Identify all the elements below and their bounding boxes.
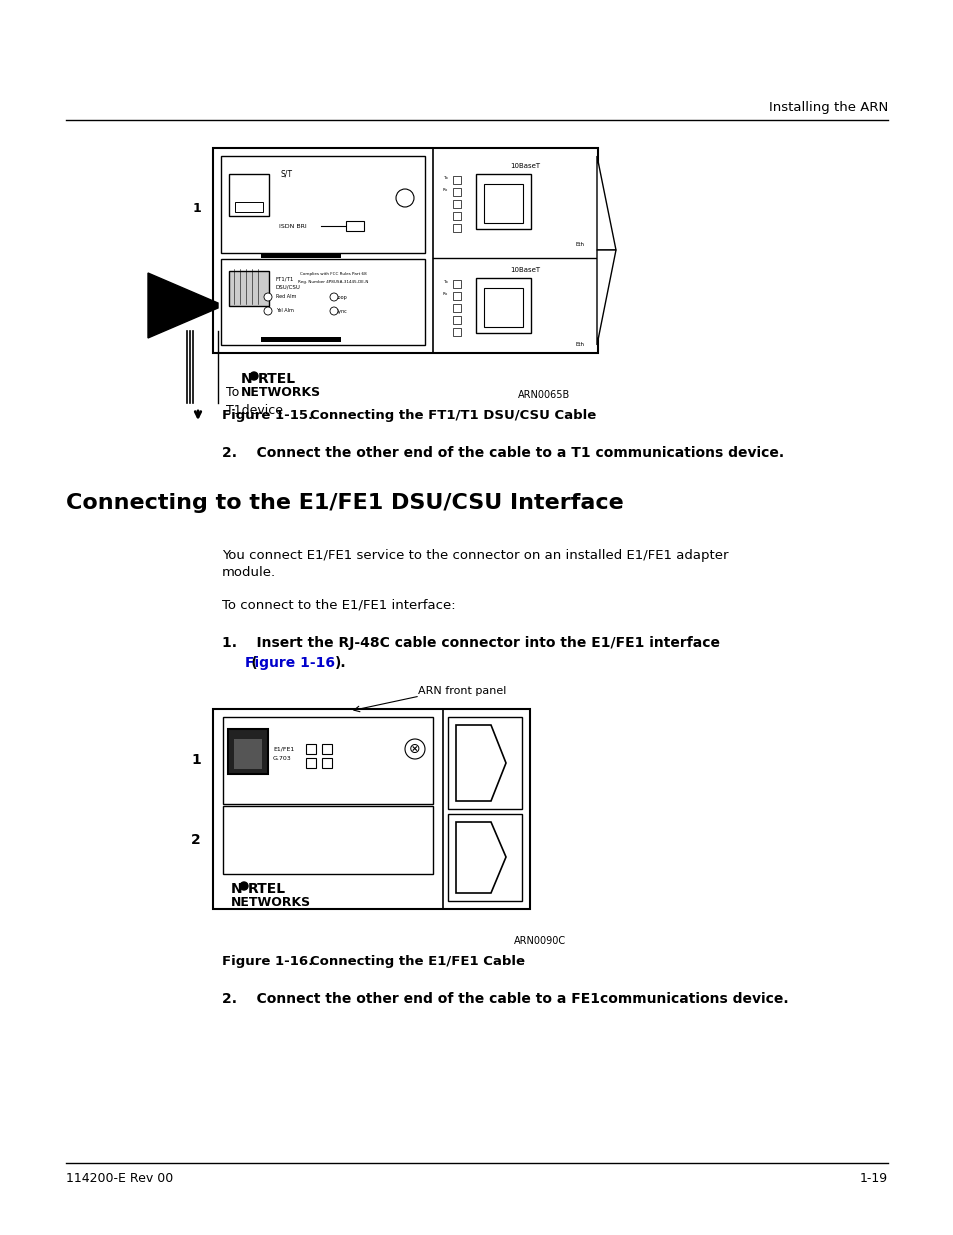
Text: S/T: S/T bbox=[281, 169, 293, 179]
Text: Loop: Loop bbox=[335, 294, 348, 300]
Bar bbox=[453, 329, 460, 336]
Bar bbox=[346, 221, 364, 231]
Text: Rx: Rx bbox=[442, 291, 448, 296]
Text: FT1/T1: FT1/T1 bbox=[275, 277, 294, 282]
Bar bbox=[483, 184, 522, 224]
Text: Figure 1-16.: Figure 1-16. bbox=[222, 955, 313, 967]
Text: N: N bbox=[231, 882, 242, 897]
Bar bbox=[483, 288, 522, 327]
Circle shape bbox=[405, 739, 424, 760]
Circle shape bbox=[330, 293, 337, 301]
Text: NETWORKS: NETWORKS bbox=[231, 897, 311, 909]
Bar bbox=[229, 270, 269, 306]
Bar bbox=[261, 253, 340, 258]
Text: Eth: Eth bbox=[576, 342, 584, 347]
Text: RTEL: RTEL bbox=[257, 372, 295, 387]
Bar bbox=[448, 718, 521, 809]
Bar bbox=[306, 743, 315, 755]
Circle shape bbox=[250, 372, 257, 380]
Text: Connecting the E1/FE1 Cable: Connecting the E1/FE1 Cable bbox=[310, 955, 524, 967]
Polygon shape bbox=[148, 273, 218, 338]
Circle shape bbox=[240, 882, 248, 890]
Bar bbox=[453, 200, 460, 207]
Polygon shape bbox=[597, 156, 616, 249]
Text: 1-19: 1-19 bbox=[859, 1172, 887, 1184]
Text: module.: module. bbox=[222, 567, 275, 579]
Text: Yel Alm: Yel Alm bbox=[275, 309, 294, 314]
Bar bbox=[453, 304, 460, 312]
Bar bbox=[448, 814, 521, 902]
Text: ARN0090C: ARN0090C bbox=[514, 936, 565, 946]
Text: 2.    Connect the other end of the cable to a T1 communications device.: 2. Connect the other end of the cable to… bbox=[222, 446, 783, 459]
Bar bbox=[223, 806, 433, 874]
Bar bbox=[322, 743, 332, 755]
Text: 2: 2 bbox=[191, 832, 201, 847]
Bar bbox=[213, 709, 530, 909]
Bar bbox=[322, 758, 332, 768]
Text: Complies with FCC Rules Part 68: Complies with FCC Rules Part 68 bbox=[299, 272, 366, 275]
Bar bbox=[453, 212, 460, 220]
Text: Rx: Rx bbox=[442, 188, 448, 191]
Text: 1.    Insert the RJ-48C cable connector into the E1/FE1 interface: 1. Insert the RJ-48C cable connector int… bbox=[222, 636, 720, 650]
Bar bbox=[233, 739, 262, 769]
Text: Eth: Eth bbox=[576, 242, 584, 247]
Text: Sync: Sync bbox=[335, 309, 348, 314]
Circle shape bbox=[330, 308, 337, 315]
Bar bbox=[228, 729, 268, 774]
Polygon shape bbox=[597, 249, 616, 345]
Bar bbox=[229, 174, 269, 216]
Bar bbox=[261, 337, 340, 342]
Text: ).: ). bbox=[335, 656, 346, 671]
Text: To connect to the E1/FE1 interface:: To connect to the E1/FE1 interface: bbox=[222, 599, 456, 611]
Bar bbox=[453, 316, 460, 324]
Text: DSU/CSU: DSU/CSU bbox=[275, 284, 300, 289]
Text: ARN0065B: ARN0065B bbox=[517, 390, 569, 400]
Text: ARN front panel: ARN front panel bbox=[417, 685, 506, 697]
Text: 1: 1 bbox=[193, 201, 201, 215]
Text: NETWORKS: NETWORKS bbox=[241, 387, 321, 399]
Text: RTEL: RTEL bbox=[248, 882, 286, 897]
Text: E1/FE1: E1/FE1 bbox=[273, 746, 294, 752]
Text: G.703: G.703 bbox=[273, 757, 292, 762]
Bar bbox=[476, 174, 531, 228]
Text: Figure 1-16: Figure 1-16 bbox=[245, 656, 335, 671]
Text: Red Alm: Red Alm bbox=[275, 294, 296, 300]
Text: To: To bbox=[226, 387, 239, 399]
Text: Tx: Tx bbox=[442, 177, 448, 180]
Bar bbox=[476, 278, 531, 333]
Bar bbox=[453, 280, 460, 288]
Bar bbox=[234, 203, 263, 212]
Bar bbox=[223, 718, 433, 804]
Bar bbox=[453, 291, 460, 300]
Circle shape bbox=[264, 308, 272, 315]
Text: You connect E1/FE1 service to the connector on an installed E1/FE1 adapter: You connect E1/FE1 service to the connec… bbox=[222, 548, 728, 562]
Bar bbox=[221, 259, 424, 345]
Bar bbox=[453, 188, 460, 196]
Text: N: N bbox=[241, 372, 253, 387]
Bar bbox=[213, 148, 598, 353]
Text: 114200-E Rev 00: 114200-E Rev 00 bbox=[66, 1172, 173, 1184]
Text: Reg. Number 4P8USA-31445-DE-N: Reg. Number 4P8USA-31445-DE-N bbox=[297, 280, 368, 284]
Text: T1device: T1device bbox=[226, 405, 283, 417]
Circle shape bbox=[264, 293, 272, 301]
Bar bbox=[453, 224, 460, 232]
Polygon shape bbox=[456, 725, 505, 802]
Polygon shape bbox=[456, 823, 505, 893]
Text: ISDN BRI: ISDN BRI bbox=[278, 224, 307, 228]
Text: 10BaseT: 10BaseT bbox=[510, 163, 539, 169]
Text: Tx: Tx bbox=[442, 280, 448, 284]
Text: (: ( bbox=[222, 656, 257, 671]
Bar bbox=[221, 156, 424, 253]
Bar bbox=[306, 758, 315, 768]
Text: Installing the ARN: Installing the ARN bbox=[768, 101, 887, 115]
Text: Figure 1-15.: Figure 1-15. bbox=[222, 409, 313, 421]
Text: 1: 1 bbox=[191, 753, 201, 767]
Text: Connecting the FT1/T1 DSU/CSU Cable: Connecting the FT1/T1 DSU/CSU Cable bbox=[310, 409, 596, 421]
Text: ⊗: ⊗ bbox=[409, 742, 420, 756]
Text: Connecting to the E1/FE1 DSU/CSU Interface: Connecting to the E1/FE1 DSU/CSU Interfa… bbox=[66, 493, 623, 513]
Bar bbox=[453, 177, 460, 184]
Text: 2.    Connect the other end of the cable to a FE1communications device.: 2. Connect the other end of the cable to… bbox=[222, 992, 788, 1007]
Circle shape bbox=[395, 189, 414, 207]
Text: 10BaseT: 10BaseT bbox=[510, 267, 539, 273]
